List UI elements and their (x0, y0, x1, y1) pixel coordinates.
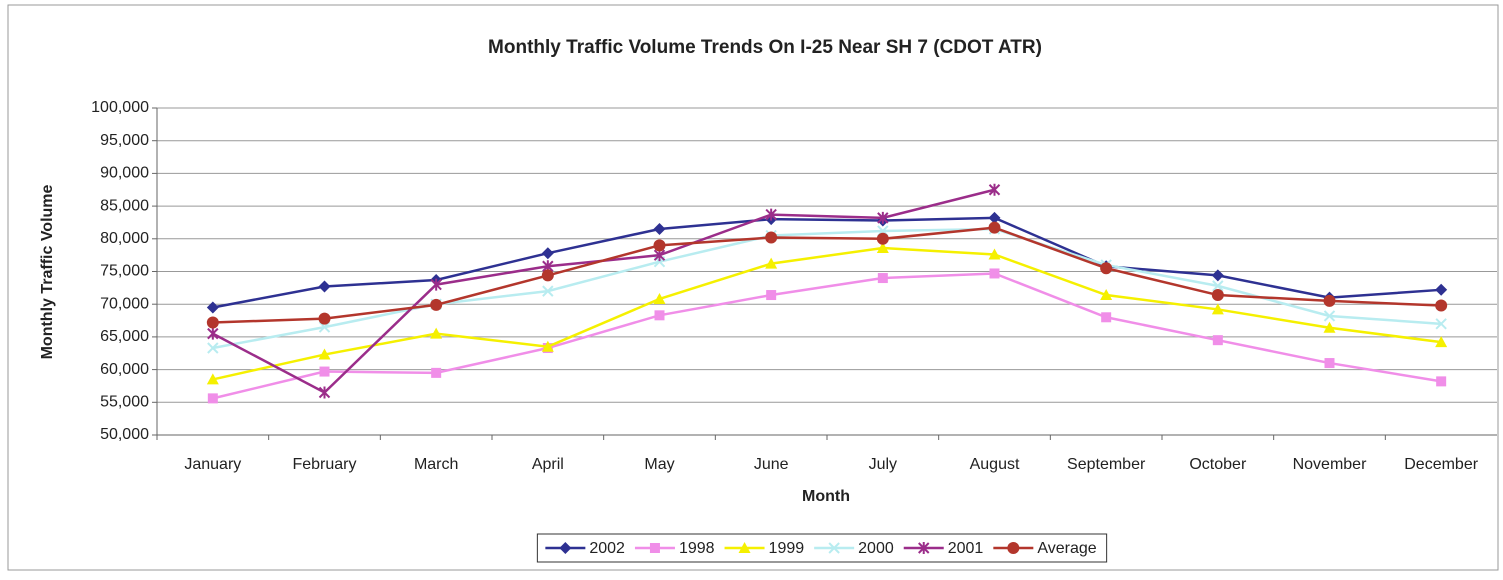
marker (828, 542, 840, 554)
marker (1323, 294, 1336, 307)
x-tick-label: September (1067, 456, 1146, 473)
marker (738, 542, 751, 553)
marker (988, 221, 1001, 234)
marker (1211, 269, 1224, 282)
marker (988, 248, 1001, 260)
x-tick-label: October (1189, 456, 1247, 473)
marker (431, 367, 442, 378)
marker (207, 327, 219, 340)
marker (1101, 312, 1112, 323)
marker (1435, 318, 1447, 330)
series-line (212, 246, 1442, 381)
marker (988, 211, 1001, 224)
marker (1211, 303, 1224, 315)
marker (1323, 310, 1336, 322)
marker (1436, 376, 1447, 387)
marker (1100, 289, 1113, 301)
y-tick-label: 70,000 (100, 295, 149, 312)
marker (206, 301, 219, 314)
marker (653, 292, 666, 304)
legend: 2002 1998 1999 2000 2001 Average (545, 540, 1097, 557)
marker (1100, 262, 1113, 275)
x-tick-label: August (970, 456, 1020, 473)
x-tick-label: April (532, 456, 564, 473)
marker (541, 247, 554, 260)
marker (649, 543, 660, 553)
marker (559, 542, 572, 554)
legend-label: 2001 (948, 540, 984, 557)
marker (1324, 358, 1335, 369)
marker (1211, 289, 1224, 302)
marker (318, 321, 331, 333)
marker (1323, 321, 1336, 333)
y-axis-label: Monthly Traffic Volume (39, 184, 56, 359)
marker (541, 340, 554, 352)
y-tick-label: 65,000 (100, 328, 149, 345)
marker (1007, 542, 1020, 554)
legend-label: Average (1037, 540, 1096, 557)
marker (1435, 336, 1448, 348)
y-tick-label: 80,000 (100, 230, 149, 247)
y-tick-label: 55,000 (100, 394, 149, 411)
legend-label: 1999 (769, 540, 805, 557)
marker (206, 373, 219, 385)
series-line (212, 216, 1442, 309)
marker (542, 285, 554, 297)
marker (318, 386, 331, 399)
marker (653, 239, 666, 252)
y-tick-label: 50,000 (100, 426, 149, 443)
marker (1212, 335, 1223, 346)
marker (877, 211, 889, 224)
marker (653, 222, 666, 235)
marker (1435, 299, 1448, 312)
x-tick-label: July (869, 456, 897, 473)
y-tick-label: 95,000 (100, 132, 149, 149)
marker (541, 269, 554, 282)
x-tick-label: November (1293, 456, 1367, 473)
marker (765, 231, 778, 244)
marker (988, 183, 1001, 196)
y-tick-label: 90,000 (100, 165, 149, 182)
marker (876, 241, 889, 253)
x-tick-label: June (754, 456, 789, 473)
marker (318, 312, 331, 325)
marker (876, 232, 889, 245)
marker (206, 316, 219, 329)
x-tick-label: January (184, 456, 241, 473)
x-tick-label: March (414, 456, 458, 473)
marker (207, 342, 219, 354)
marker (1435, 283, 1448, 296)
marker (430, 278, 442, 291)
marker (318, 348, 331, 360)
chart-frame (7, 4, 1499, 571)
marker (1212, 280, 1224, 292)
marker (918, 542, 930, 554)
marker (766, 290, 777, 301)
legend-label: 1998 (679, 540, 715, 557)
series-line (212, 272, 1442, 400)
x-tick-label: May (644, 456, 674, 473)
marker (318, 280, 331, 293)
marker (654, 310, 665, 321)
x-axis-label: Month (802, 488, 850, 505)
x-tick-label: December (1404, 456, 1478, 473)
x-tick-label: February (292, 456, 356, 473)
marker (430, 298, 443, 311)
marker (430, 327, 443, 339)
marker (765, 208, 777, 221)
y-tick-label: 100,000 (91, 99, 149, 116)
marker (877, 273, 888, 284)
legend-label: 2000 (858, 540, 894, 557)
y-tick-label: 85,000 (100, 197, 149, 214)
marker (319, 366, 330, 377)
legend-label: 2002 (589, 540, 625, 557)
series-line (212, 226, 1442, 324)
y-tick-label: 75,000 (100, 263, 149, 280)
marker (765, 257, 778, 269)
chart-title: Monthly Traffic Volume Trends On I-25 Ne… (488, 37, 1042, 58)
y-tick-label: 60,000 (100, 361, 149, 378)
marker (207, 393, 218, 404)
marker (989, 268, 1000, 279)
